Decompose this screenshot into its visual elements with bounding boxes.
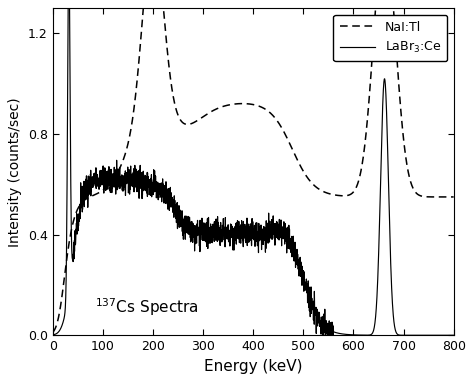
Line: LaBr$_3$:Ce: LaBr$_3$:Ce [53,0,454,335]
NaI:Tl [451,195,456,199]
LaBr$_3$:Ce [119,174,125,179]
NaI:Tl [204,112,210,117]
Legend: NaI:Tl, LaBr$_3$:Ce: NaI:Tl, LaBr$_3$:Ce [334,15,447,62]
Y-axis label: Intensity (counts/sec): Intensity (counts/sec) [9,97,22,247]
Text: $^{137}$Cs Spectra: $^{137}$Cs Spectra [95,296,199,317]
LaBr$_3$:Ce [204,244,210,249]
NaI:Tl [119,160,125,165]
X-axis label: Energy (keV): Energy (keV) [204,359,302,374]
LaBr$_3$:Ce [443,333,449,338]
Line: NaI:Tl: NaI:Tl [53,0,454,332]
NaI:Tl [443,195,449,199]
NaI:Tl [96,191,101,195]
LaBr$_3$:Ce [400,333,406,338]
LaBr$_3$:Ce [451,333,456,338]
LaBr$_3$:Ce [50,333,55,337]
LaBr$_3$:Ce [221,232,227,236]
NaI:Tl [50,330,55,335]
LaBr$_3$:Ce [96,181,101,186]
LaBr$_3$:Ce [319,333,325,338]
NaI:Tl [221,104,227,108]
NaI:Tl [400,129,406,134]
